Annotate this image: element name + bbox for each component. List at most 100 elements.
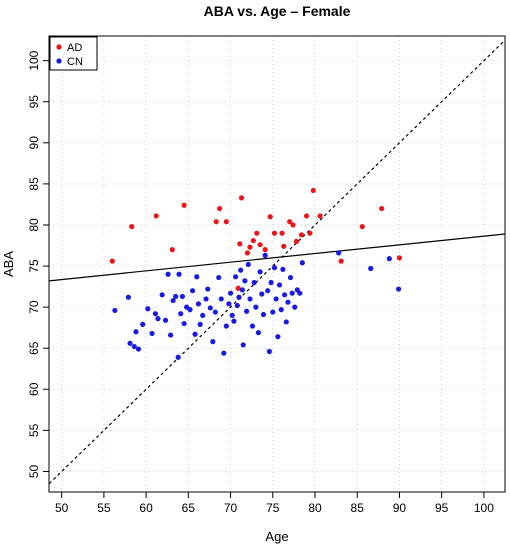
point-ad	[271, 230, 278, 236]
point-ad	[293, 238, 300, 245]
point-ad	[247, 244, 253, 250]
point-cn	[112, 307, 118, 314]
point-ad	[338, 258, 344, 264]
point-cn	[205, 286, 211, 292]
point-cn	[396, 286, 402, 292]
point-cn	[189, 288, 196, 294]
y-tick-label: 80	[27, 218, 41, 232]
y-tick-label: 65	[27, 341, 41, 355]
point-cn	[131, 343, 137, 350]
x-tick-label: 90	[393, 501, 407, 515]
point-cn	[207, 305, 213, 311]
point-cn	[265, 288, 271, 294]
point-ad	[307, 230, 313, 236]
point-cn	[253, 304, 259, 310]
point-ad	[223, 219, 229, 225]
point-cn	[175, 354, 181, 360]
point-cn	[173, 293, 179, 300]
y-tick-label: 85	[27, 177, 41, 191]
point-ad	[235, 285, 241, 291]
y-tick-label: 90	[27, 136, 41, 150]
x-axis-label: Age	[265, 529, 288, 544]
regression-line	[49, 233, 505, 282]
point-ad	[317, 213, 323, 219]
point-cn	[271, 265, 278, 271]
data-points	[109, 187, 403, 360]
point-cn	[210, 339, 216, 345]
x-tick-label: 80	[308, 501, 322, 515]
point-ad	[281, 243, 287, 249]
point-cn	[194, 274, 200, 280]
chart-title: ABA vs. Age – Female	[204, 3, 351, 19]
point-cn	[140, 321, 146, 327]
point-cn	[168, 332, 174, 338]
y-tick-label: 95	[27, 95, 41, 109]
point-cn	[289, 290, 295, 296]
point-ad	[213, 219, 219, 225]
point-cn	[233, 274, 239, 280]
point-cn	[216, 274, 222, 281]
point-cn	[270, 309, 276, 315]
point-ad	[303, 213, 310, 219]
axes: 50 55 60 65 70 75 80 85 90 95 100 50 55 60 65 70 75 80 85 9…	[27, 50, 494, 515]
point-ad	[290, 222, 296, 228]
point-cn	[223, 323, 229, 329]
point-cn	[165, 271, 171, 277]
point-cn	[221, 350, 227, 356]
point-ad	[216, 205, 223, 212]
x-tick-label: 85	[351, 501, 365, 515]
point-cn	[287, 274, 294, 281]
point-cn	[247, 296, 253, 302]
point-ad	[244, 250, 251, 256]
point-cn	[292, 304, 298, 310]
legend-label-ad: AD	[67, 42, 82, 54]
y-tick-label: 50	[27, 464, 41, 478]
point-ad	[129, 224, 135, 230]
point-cn	[249, 323, 256, 329]
point-ad	[359, 224, 365, 230]
point-cn	[226, 301, 232, 307]
point-cn	[159, 292, 165, 298]
point-cn	[285, 299, 291, 305]
point-cn	[244, 308, 250, 314]
y-tick-label: 60	[27, 382, 41, 396]
point-ad	[310, 187, 316, 194]
point-cn	[195, 301, 202, 307]
point-cn	[259, 291, 265, 297]
x-tick-label: 50	[55, 501, 69, 515]
point-cn	[192, 331, 198, 337]
legend-label-cn: CN	[67, 56, 83, 68]
point-cn	[197, 321, 203, 327]
y-tick-label: 100	[27, 50, 41, 70]
point-cn	[238, 267, 244, 273]
point-cn	[275, 334, 281, 340]
point-cn	[280, 266, 286, 272]
x-tick-label: 70	[224, 501, 238, 515]
point-cn	[125, 294, 131, 300]
point-cn	[170, 297, 176, 304]
point-ad	[181, 202, 187, 208]
point-cn	[273, 296, 279, 302]
point-cn	[155, 316, 161, 322]
x-tick-label: 75	[266, 501, 280, 515]
plot-frame	[48, 35, 506, 493]
point-ad	[254, 230, 260, 236]
point-cn	[181, 320, 187, 327]
point-cn	[266, 348, 272, 355]
y-tick-label: 75	[27, 259, 41, 273]
point-cn	[231, 318, 237, 324]
point-cn	[386, 256, 392, 262]
point-cn	[240, 342, 246, 348]
point-ad	[262, 247, 268, 253]
point-cn	[229, 312, 235, 318]
point-cn	[176, 271, 182, 277]
x-tick-label: 95	[435, 501, 449, 515]
point-ad	[153, 213, 159, 219]
legend-box	[49, 36, 98, 71]
point-ad	[379, 205, 385, 212]
point-cn	[368, 265, 374, 272]
point-cn	[149, 330, 155, 337]
point-cn	[239, 287, 245, 293]
